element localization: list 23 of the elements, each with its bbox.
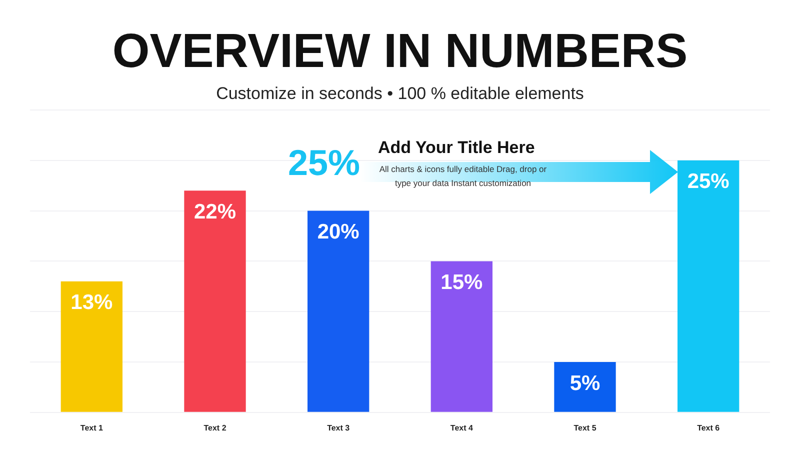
data-label: 13% (70, 291, 114, 314)
bar (678, 160, 740, 412)
x-tick-label: Text 2 (204, 423, 227, 432)
data-label: 15% (440, 270, 484, 294)
x-tick-label: Text 6 (697, 423, 720, 432)
bar (60, 281, 122, 412)
annotation: All charts & icons fully editable Drag, drop or type your data Instant customization (378, 163, 548, 190)
data-label: 22% (194, 200, 236, 224)
chart-subtitle: Customize in seconds • 100 % editable elements (215, 84, 585, 104)
annotation: 25% (288, 142, 360, 184)
data-label: 5% (570, 372, 600, 395)
bar (184, 190, 246, 412)
bar (554, 362, 616, 412)
data-label: 20% (317, 220, 360, 244)
x-tick-label: Text 4 (450, 423, 474, 432)
chart-title: OVERVIEW IN NUMBERS (111, 24, 689, 79)
annotation: Add Your Title Here (378, 138, 535, 158)
data-label: 25% (687, 170, 730, 194)
bar (430, 261, 492, 412)
x-tick-label: Text 5 (574, 423, 597, 432)
bar (308, 210, 370, 412)
x-tick-label: Text 1 (80, 423, 104, 432)
x-tick-label: Text 3 (327, 423, 350, 432)
